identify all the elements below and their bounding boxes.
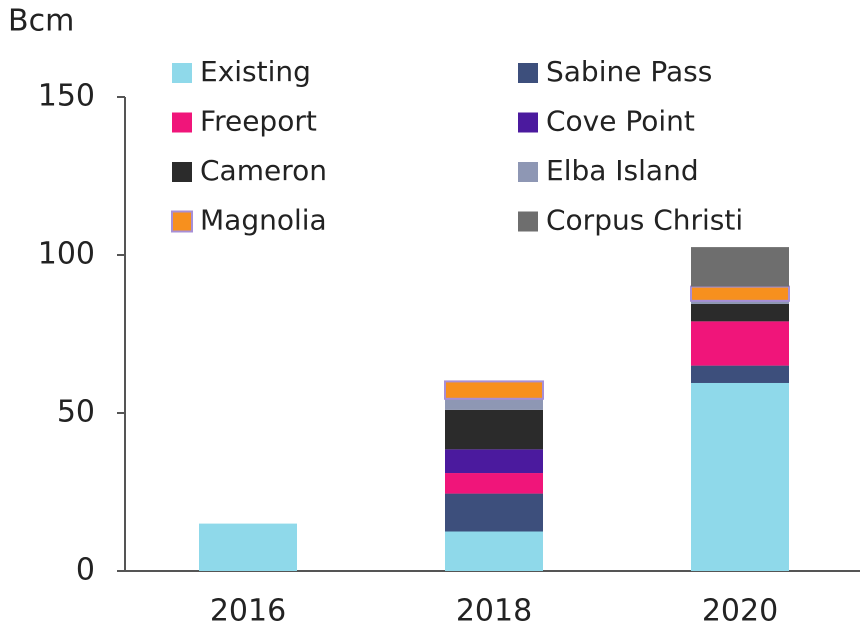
y-tick-label: 100 — [38, 237, 95, 272]
legend-swatch — [518, 112, 538, 133]
x-tick-label: 2016 — [210, 594, 286, 629]
bar-segment — [445, 449, 543, 474]
bar-segment — [691, 382, 789, 571]
bar-segment — [445, 409, 543, 450]
legend-swatch — [172, 162, 192, 182]
y-tick-label: 150 — [38, 79, 95, 114]
legend-label: Magnolia — [200, 204, 327, 237]
legend-label: Cove Point — [546, 105, 695, 138]
bar-segment — [444, 380, 544, 400]
y-axis-label: Bcm — [8, 4, 74, 39]
x-tick-label: 2020 — [702, 594, 778, 629]
bar-segment — [445, 398, 543, 410]
bar-segment — [691, 247, 789, 287]
bar-segment — [690, 285, 790, 302]
legend-label: Sabine Pass — [546, 55, 712, 88]
legend-label: Corpus Christi — [546, 204, 743, 237]
legend-swatch — [518, 162, 538, 182]
legend-label: Existing — [200, 55, 311, 88]
y-tick-label: 0 — [76, 553, 95, 588]
legend-swatch — [172, 112, 192, 133]
bar-segment — [691, 300, 789, 304]
bar-segment — [199, 523, 297, 571]
bar-segment — [445, 473, 543, 494]
legend-swatch — [518, 63, 538, 83]
bar-segment — [691, 321, 789, 366]
bar-segment — [691, 365, 789, 383]
legend-label: Elba Island — [546, 154, 699, 187]
bar-segment — [445, 531, 543, 571]
legend-label: Cameron — [200, 154, 327, 187]
legend-swatch — [171, 210, 193, 233]
bar-segment — [445, 493, 543, 532]
x-tick-label: 2018 — [456, 594, 532, 629]
bar-segment — [691, 303, 789, 322]
legend-label: Freeport — [200, 105, 317, 138]
legend-swatch — [518, 211, 538, 232]
y-tick-label: 50 — [57, 395, 95, 430]
legend-swatch — [172, 63, 192, 83]
